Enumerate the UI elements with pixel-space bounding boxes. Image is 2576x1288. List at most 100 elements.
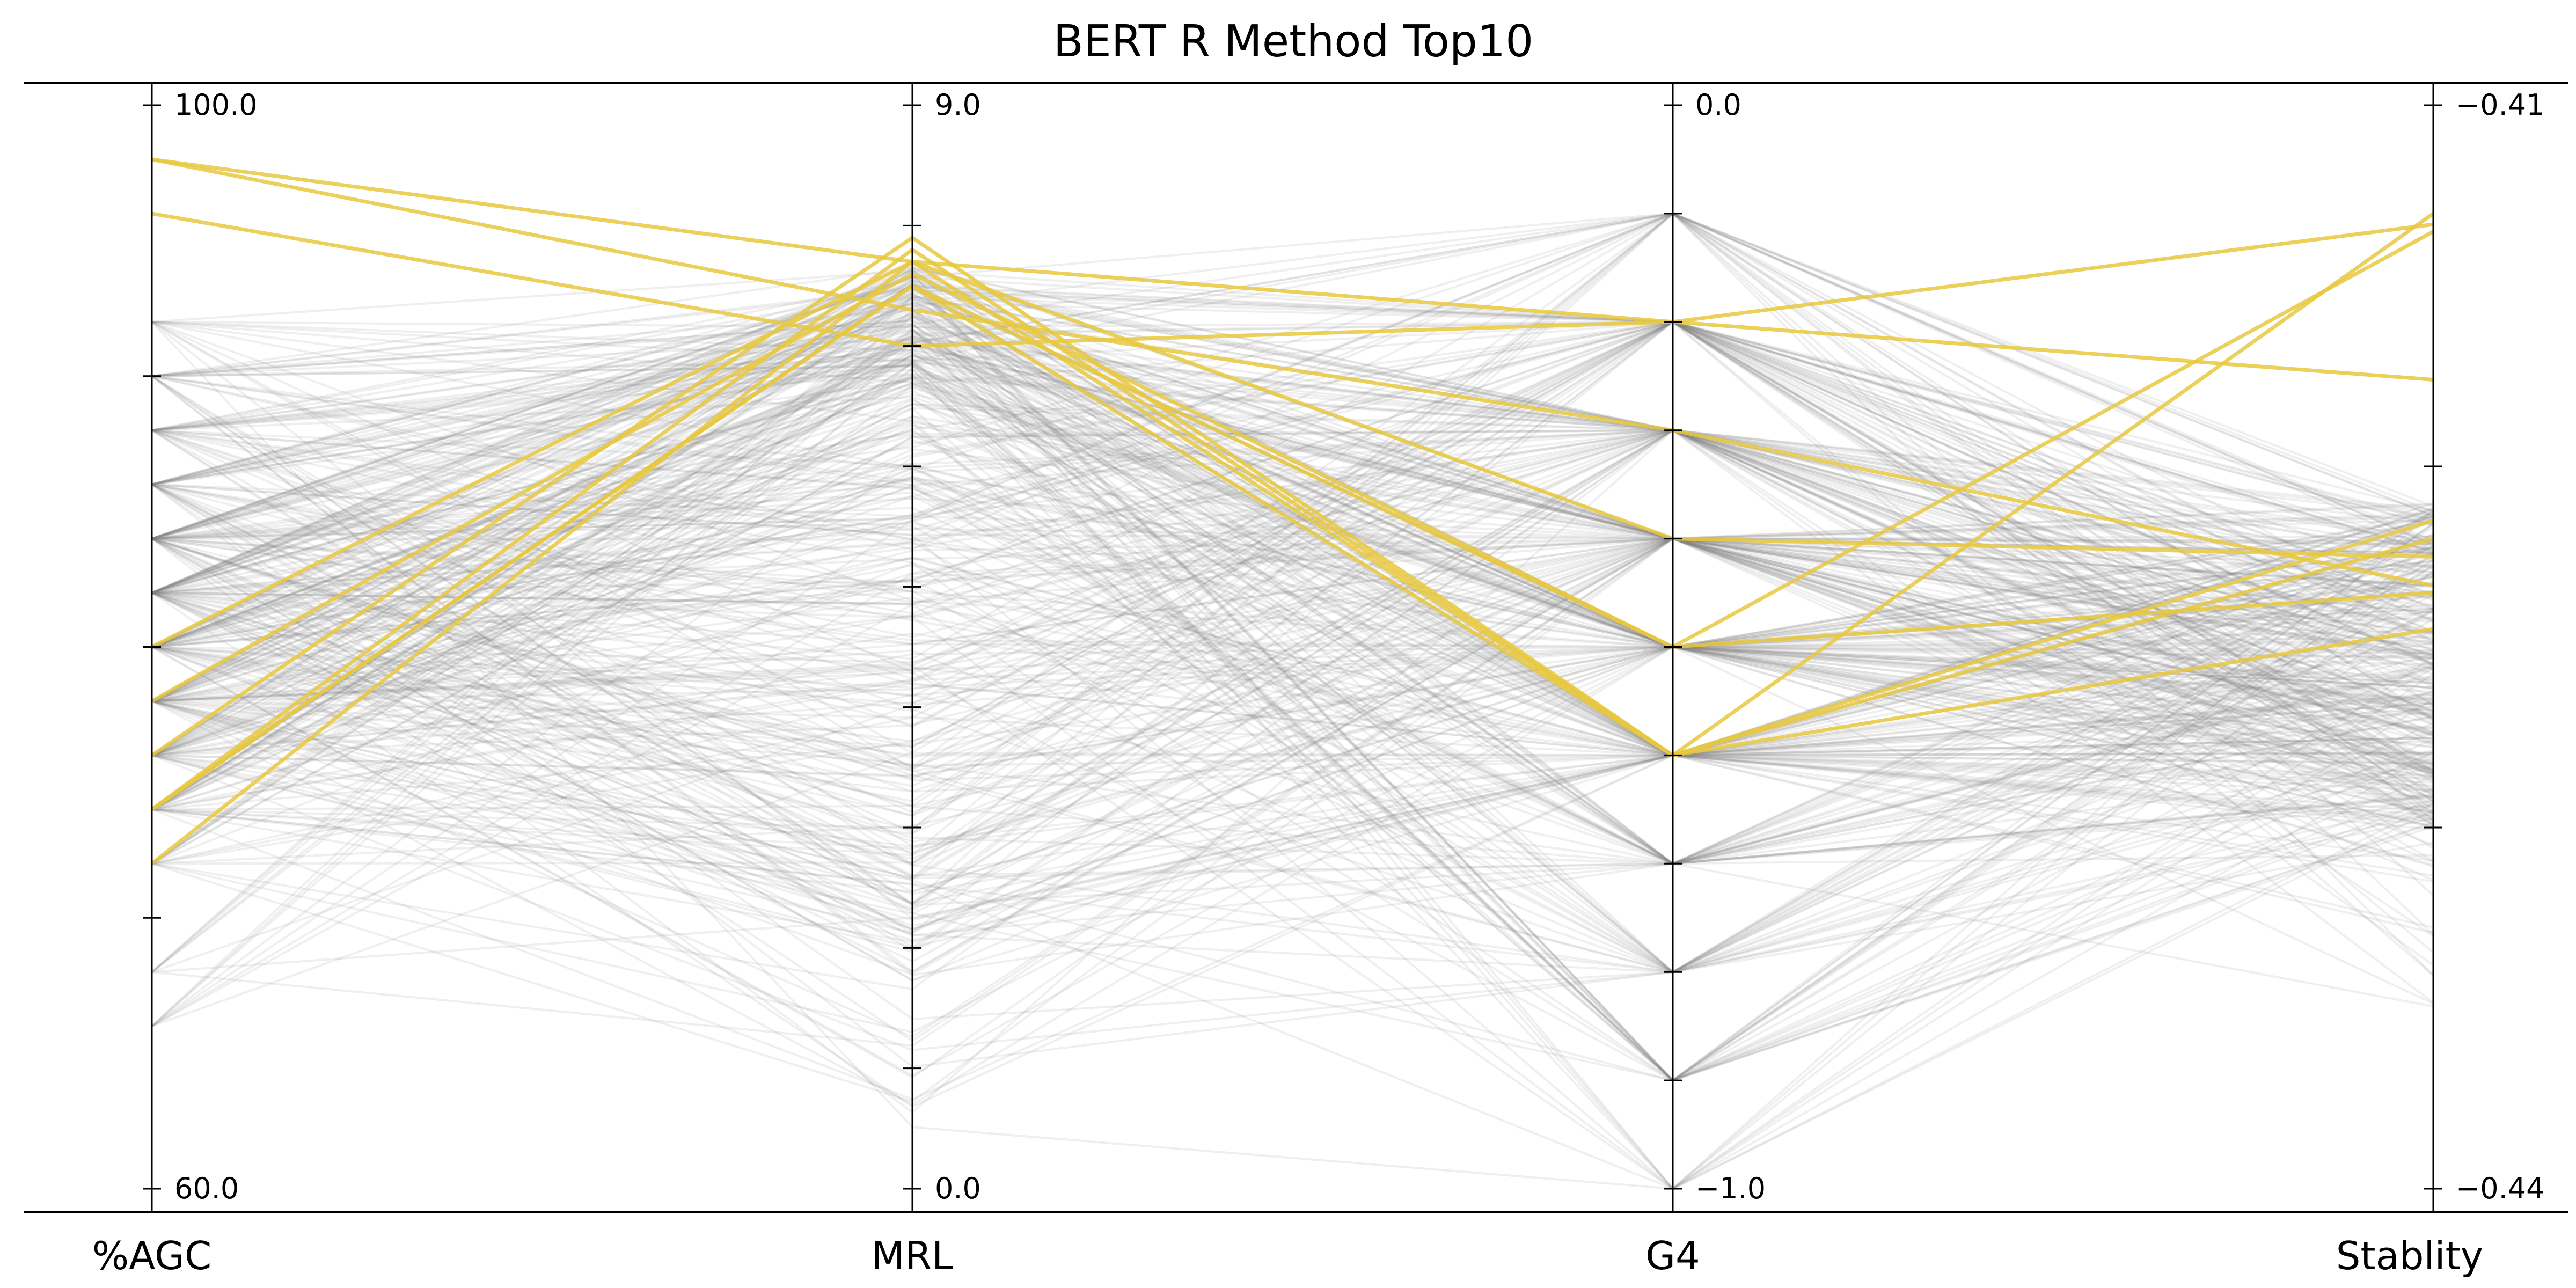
background-series-line bbox=[151, 429, 2434, 814]
background-series-line bbox=[151, 339, 2434, 974]
background-series-line bbox=[151, 646, 2434, 853]
background-series-line bbox=[151, 398, 2434, 757]
background-series-line bbox=[151, 329, 2434, 865]
background-series-line bbox=[151, 295, 2434, 1190]
background-series-line bbox=[151, 591, 2434, 1082]
background-series-line bbox=[151, 414, 2434, 811]
background-series-line bbox=[151, 375, 2434, 648]
background-series-line bbox=[151, 269, 2434, 865]
background-series-line bbox=[151, 321, 2434, 757]
background-series-line bbox=[151, 320, 2434, 648]
background-series-line bbox=[151, 429, 2434, 865]
background-series-line bbox=[151, 320, 2434, 728]
background-series-line bbox=[151, 320, 2434, 935]
background-series-line bbox=[151, 483, 2434, 834]
background-series-line bbox=[151, 429, 2434, 635]
background-series-line bbox=[151, 429, 2434, 1114]
background-series-line bbox=[151, 672, 2434, 1190]
background-series-line bbox=[151, 524, 2434, 974]
background-series-line bbox=[151, 302, 2434, 665]
background-series-line bbox=[151, 429, 2434, 787]
background-series-line bbox=[151, 320, 2434, 865]
background-series-line bbox=[151, 537, 2434, 915]
background-series-line bbox=[151, 293, 2434, 865]
background-series-line bbox=[151, 362, 2434, 865]
background-series-line bbox=[151, 646, 2434, 811]
background-series-line bbox=[151, 591, 2434, 843]
background-series-line bbox=[151, 309, 2434, 1082]
background-series-line bbox=[151, 429, 2434, 905]
background-series-line bbox=[151, 429, 2434, 952]
background-series-line bbox=[151, 537, 2434, 893]
background-series-line bbox=[151, 485, 2434, 974]
background-series-line bbox=[151, 331, 2434, 877]
background-series-line bbox=[151, 325, 2434, 686]
background-series-line bbox=[151, 375, 2434, 648]
background-series-line bbox=[151, 375, 2434, 757]
background-series-line bbox=[151, 212, 2434, 643]
background-series-line bbox=[151, 483, 2434, 814]
background-series-line bbox=[151, 537, 2434, 1190]
background-series-line bbox=[151, 591, 2434, 731]
background-series-line bbox=[151, 266, 2434, 712]
axis-min-tick-label: −1.0 bbox=[1695, 1172, 1766, 1205]
background-series-line bbox=[151, 367, 2434, 1190]
background-series-line bbox=[151, 323, 2434, 865]
background-series-line bbox=[151, 537, 2434, 934]
background-series-line bbox=[151, 268, 2434, 757]
background-series-line bbox=[151, 425, 2434, 811]
background-series-line bbox=[151, 429, 2434, 857]
background-series-line bbox=[151, 212, 2434, 508]
background-series-line bbox=[151, 537, 2434, 614]
background-series-line bbox=[151, 397, 2434, 865]
background-series-line bbox=[151, 297, 2434, 774]
background-series-line bbox=[151, 212, 2434, 517]
background-series-line bbox=[151, 320, 2434, 705]
background-series-line bbox=[151, 537, 2434, 982]
axis-max-tick-label: 9.0 bbox=[935, 88, 981, 122]
background-series-line bbox=[151, 362, 2434, 757]
highlighted-series-line bbox=[150, 259, 2434, 866]
background-series-line bbox=[151, 483, 2434, 772]
background-series-line bbox=[151, 537, 2434, 726]
background-series-line bbox=[151, 291, 2434, 648]
background-series-line bbox=[151, 540, 2434, 974]
background-series-line bbox=[151, 646, 2434, 757]
axis-name-label: MRL bbox=[872, 1233, 953, 1278]
background-series-line bbox=[151, 646, 2434, 927]
background-series-line bbox=[151, 343, 2434, 702]
background-series-line bbox=[151, 483, 2434, 1020]
background-series-line bbox=[151, 537, 2434, 860]
background-series-line bbox=[151, 466, 2434, 865]
background-series-line bbox=[151, 475, 2434, 708]
background-series-line bbox=[151, 375, 2434, 713]
background-series-line bbox=[151, 361, 2434, 865]
background-series-line bbox=[151, 345, 2434, 717]
background-series-line bbox=[151, 537, 2434, 757]
background-series-line bbox=[151, 483, 2434, 650]
background-series-line bbox=[151, 429, 2434, 949]
background-series-line bbox=[151, 212, 2434, 818]
axis-max-tick-label: 100.0 bbox=[174, 88, 258, 122]
background-series-line bbox=[151, 291, 2434, 822]
background-series-line bbox=[151, 338, 2434, 811]
background-series-line bbox=[151, 320, 2434, 1082]
background-series-line bbox=[151, 646, 2434, 702]
background-series-line bbox=[151, 322, 2434, 1082]
background-series-line bbox=[151, 340, 2434, 676]
background-series-line bbox=[151, 271, 2434, 1190]
background-series-line bbox=[151, 320, 2434, 883]
background-series-line bbox=[151, 537, 2434, 982]
background-series-line bbox=[151, 351, 2434, 611]
background-series-line bbox=[151, 320, 2434, 865]
background-series-line bbox=[151, 483, 2434, 1190]
background-series-line bbox=[151, 537, 2434, 865]
background-series-line bbox=[151, 338, 2434, 757]
highlighted-series-line bbox=[151, 157, 2434, 324]
background-series-line bbox=[151, 295, 2434, 597]
highlighted-series-line bbox=[151, 212, 2435, 811]
background-series-line bbox=[151, 320, 2434, 757]
background-series-line bbox=[151, 646, 2434, 811]
background-series-line bbox=[151, 320, 2434, 634]
background-series-line bbox=[151, 375, 2434, 974]
